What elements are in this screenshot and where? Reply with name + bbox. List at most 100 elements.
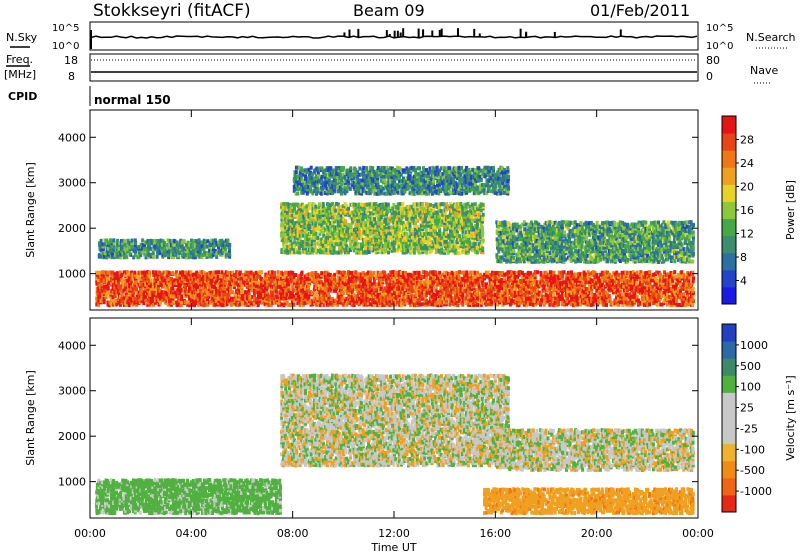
power-cell: [403, 270, 407, 275]
power-cell: [235, 302, 238, 307]
power-cell: [117, 283, 121, 287]
power-cell: [430, 272, 434, 277]
power-cell: [244, 300, 248, 305]
power-cell: [408, 280, 412, 285]
power-cell: [439, 303, 443, 308]
power-cell: [327, 292, 331, 297]
power-cell: [234, 277, 238, 282]
power-cell: [406, 278, 410, 283]
power-cell: [310, 271, 314, 276]
power-cell: [245, 279, 249, 284]
power-cell: [182, 274, 186, 279]
power-cell: [98, 274, 102, 279]
power-cell: [276, 284, 280, 289]
power-cell: [116, 278, 120, 283]
power-cell: [345, 291, 349, 295]
power-cell: [151, 294, 155, 299]
power-cell: [267, 302, 271, 307]
power-cell: [294, 296, 298, 301]
power-cell: [233, 292, 237, 297]
power-cell: [408, 284, 412, 289]
power-cell: [397, 280, 401, 285]
power-cell: [352, 284, 356, 289]
power-cell: [345, 272, 349, 277]
power-cell: [510, 270, 514, 275]
power-cell: [387, 286, 391, 291]
power-cell: [373, 286, 376, 291]
power-cell: [157, 281, 161, 285]
power-cell: [569, 270, 573, 275]
power-cell: [200, 291, 204, 296]
power-cell: [285, 294, 289, 299]
power-cell: [111, 278, 115, 283]
power-cell: [354, 294, 358, 299]
power-cell: [513, 276, 517, 281]
power-cell: [523, 287, 526, 291]
power-cell: [196, 296, 200, 301]
power-cell: [421, 286, 425, 291]
power-cell: [186, 272, 190, 277]
power-cell: [425, 277, 429, 282]
power-cell: [260, 270, 263, 275]
power-cell: [449, 301, 453, 306]
power-cell: [265, 278, 269, 283]
power-cell: [99, 284, 102, 289]
power-cell: [522, 302, 526, 307]
power-cell: [124, 284, 128, 289]
power-cell: [454, 301, 458, 306]
power-cell: [148, 270, 151, 275]
power-cell: [330, 278, 334, 283]
power-cell: [267, 294, 271, 299]
power-cell: [343, 286, 347, 291]
power-cell: [249, 280, 253, 285]
power-cell: [262, 293, 266, 298]
power-cell: [323, 274, 327, 279]
beam-title: Beam 09: [353, 1, 425, 20]
power-cell: [496, 280, 499, 285]
power-cell: [287, 302, 291, 307]
power-cell: [519, 282, 523, 287]
power-cell: [99, 238, 103, 243]
nsky-tick-top: 10^5: [52, 23, 79, 34]
power-cell: [436, 282, 440, 287]
power-cell: [401, 286, 405, 291]
power-cell: [345, 296, 349, 301]
power-cell: [476, 303, 480, 307]
power-cell: [175, 270, 178, 275]
power-cell: [323, 297, 327, 302]
power-cell: [213, 270, 217, 275]
power-cell: [214, 270, 218, 275]
power-cell: [309, 272, 312, 277]
power-cell: [173, 290, 177, 295]
power-cell: [506, 292, 510, 297]
power-cell: [240, 290, 244, 295]
power-cell: [245, 290, 249, 295]
power-cell: [365, 295, 369, 300]
power-cell: [118, 302, 122, 307]
power-cell: [147, 278, 151, 283]
power-cell: [475, 277, 479, 281]
power-cell: [415, 276, 419, 281]
power-cell: [164, 274, 168, 279]
power-cell: [249, 295, 253, 299]
power-cell: [178, 291, 182, 296]
power-cell: [472, 282, 476, 287]
power-cell: [467, 300, 471, 305]
power-cell: [156, 286, 160, 291]
power-cell: [382, 292, 386, 297]
power-cell: [281, 289, 285, 293]
power-cell: [133, 297, 137, 302]
power-cell: [231, 296, 235, 301]
power-cell: [256, 274, 260, 279]
power-cell: [453, 290, 457, 295]
power-cell: [130, 270, 134, 275]
power-cell: [131, 282, 135, 287]
power-cell: [506, 298, 510, 303]
power-cell: [164, 298, 168, 303]
power-cell: [182, 290, 186, 295]
power-cell: [486, 274, 490, 279]
power-cell: [220, 282, 224, 287]
power-cell: [125, 255, 129, 260]
power-cell: [209, 299, 213, 304]
power-cell: [202, 273, 206, 278]
